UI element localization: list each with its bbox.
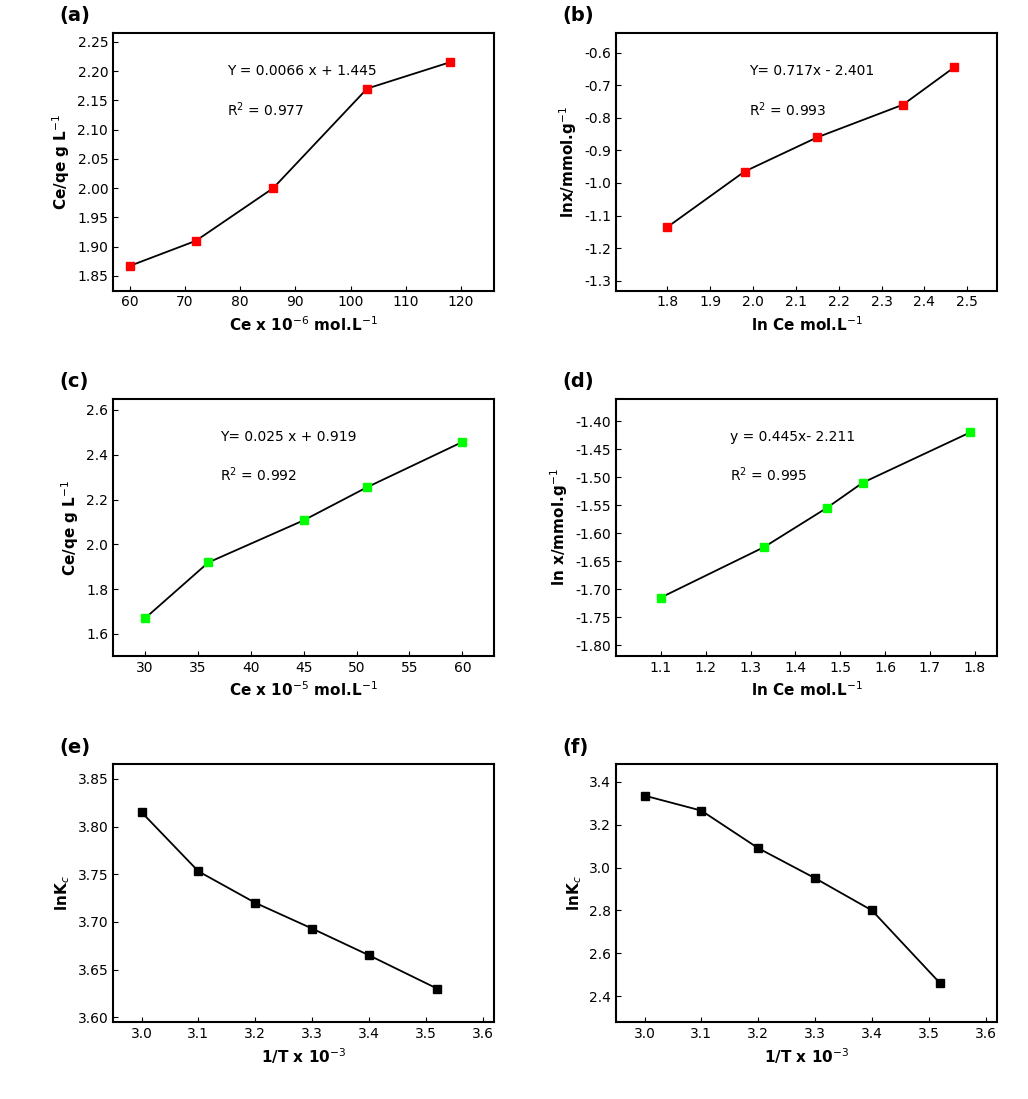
Text: (c): (c)	[60, 371, 89, 391]
Y-axis label: Ce/qe g L$^{-1}$: Ce/qe g L$^{-1}$	[59, 479, 80, 576]
Text: R$^2$ = 0.977: R$^2$ = 0.977	[227, 100, 304, 119]
Text: R$^2$ = 0.992: R$^2$ = 0.992	[220, 466, 297, 485]
Text: R$^2$ = 0.995: R$^2$ = 0.995	[731, 466, 808, 485]
Y-axis label: lnK$_c$: lnK$_c$	[53, 876, 72, 911]
Y-axis label: Ce/qe g L$^{-1}$: Ce/qe g L$^{-1}$	[50, 113, 72, 210]
Y-axis label: lnx/mmol.g$^{-1}$: lnx/mmol.g$^{-1}$	[557, 106, 579, 218]
X-axis label: Ce x 10$^{-5}$ mol.L$^{-1}$: Ce x 10$^{-5}$ mol.L$^{-1}$	[229, 680, 378, 699]
X-axis label: Ce x 10$^{-6}$ mol.L$^{-1}$: Ce x 10$^{-6}$ mol.L$^{-1}$	[229, 315, 378, 334]
Text: Y = 0.0066 x + 1.445: Y = 0.0066 x + 1.445	[227, 64, 377, 78]
Y-axis label: lnK$_c$: lnK$_c$	[565, 876, 584, 911]
Text: (e): (e)	[60, 737, 90, 757]
Text: y = 0.445x- 2.211: y = 0.445x- 2.211	[731, 430, 855, 444]
X-axis label: 1/T x 10$^{-3}$: 1/T x 10$^{-3}$	[764, 1046, 849, 1066]
Text: (f): (f)	[562, 737, 589, 757]
Text: (b): (b)	[562, 7, 594, 25]
Y-axis label: ln x/mmol.g$^{-1}$: ln x/mmol.g$^{-1}$	[548, 468, 570, 587]
X-axis label: 1/T x 10$^{-3}$: 1/T x 10$^{-3}$	[261, 1046, 346, 1066]
Text: Y= 0.025 x + 0.919: Y= 0.025 x + 0.919	[220, 430, 357, 444]
Text: (d): (d)	[562, 371, 594, 391]
Text: R$^2$ = 0.993: R$^2$ = 0.993	[749, 100, 827, 119]
X-axis label: ln Ce mol.L$^{-1}$: ln Ce mol.L$^{-1}$	[750, 315, 862, 334]
Text: Y= 0.717x - 2.401: Y= 0.717x - 2.401	[749, 64, 875, 78]
X-axis label: ln Ce mol.L$^{-1}$: ln Ce mol.L$^{-1}$	[750, 680, 862, 699]
Text: (a): (a)	[60, 7, 90, 25]
